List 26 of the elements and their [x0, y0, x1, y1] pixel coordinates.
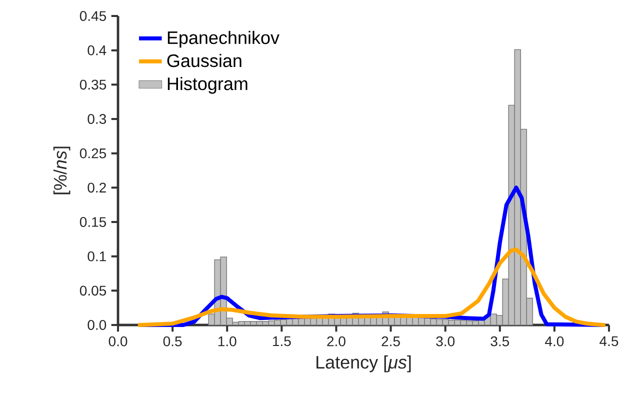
legend-label: Epanechnikov — [168, 30, 280, 48]
x-tick-label: 2.0 — [327, 336, 346, 346]
y-tick-label: 0.45 — [80, 11, 106, 21]
x-tick-label: 4.0 — [545, 336, 564, 346]
y-tick-label: 0.35 — [80, 80, 106, 90]
y-tick-label: 0.4 — [88, 45, 106, 56]
y-tick-label: 0.1 — [88, 251, 106, 262]
y-tick-label: 0.2 — [88, 182, 106, 193]
x-tick-label: 1.0 — [218, 336, 236, 346]
x-tick-label: 2.5 — [382, 336, 400, 346]
y-tick-label: 0.05 — [80, 286, 106, 296]
legend-label: Histogram — [168, 76, 248, 94]
x-tick-label: 3.0 — [436, 336, 455, 346]
y-tick-label: 0.25 — [80, 148, 106, 158]
legend-label: Gaussian — [167, 54, 242, 68]
y-tick-label: 0.0 — [88, 320, 106, 330]
x-tick-label: 1.5 — [273, 336, 291, 346]
x-tick-label: 4.5 — [600, 336, 618, 346]
x-tick-label: 0.0 — [108, 336, 128, 346]
x-axis-title: Latency [μs] — [316, 355, 411, 372]
y-tick-label: 0.15 — [80, 217, 106, 227]
y-tick-label: 0.3 — [88, 114, 106, 124]
x-tick-label: 3.5 — [490, 336, 510, 346]
x-tick-label: 0.5 — [163, 336, 182, 346]
y-axis-title: [%/ns] — [53, 146, 70, 194]
line-series — [138, 247, 606, 327]
